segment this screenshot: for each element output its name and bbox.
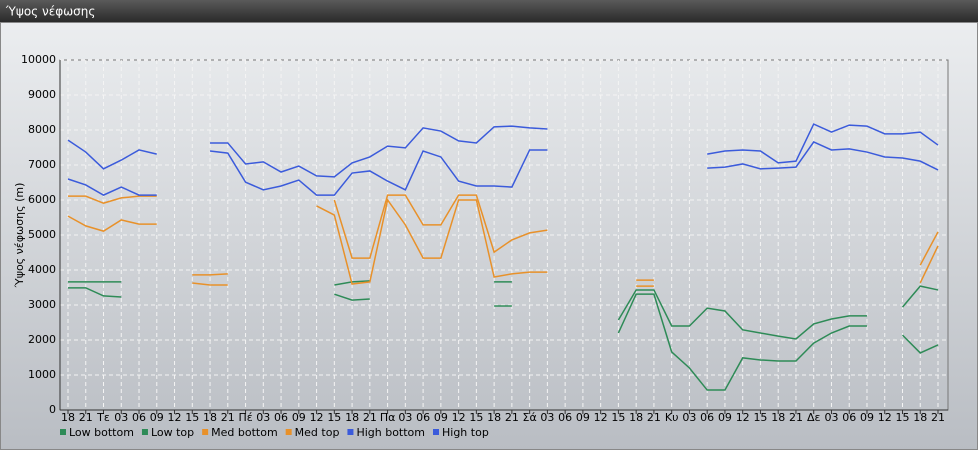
legend-label: Med top bbox=[295, 426, 340, 439]
legend-swatch bbox=[202, 429, 209, 435]
legend-swatch bbox=[347, 429, 354, 435]
y-tick-label: 7000 bbox=[28, 158, 56, 171]
x-tick-label: 09 bbox=[576, 411, 590, 424]
legend-swatch bbox=[285, 429, 292, 435]
series-line bbox=[68, 194, 939, 281]
x-tick-label: 12 bbox=[452, 411, 466, 424]
legend-swatch bbox=[60, 429, 66, 435]
x-tick-label: 21 bbox=[647, 411, 661, 424]
x-tick-label: 15 bbox=[469, 411, 483, 424]
x-tick-label: 06 bbox=[700, 411, 714, 424]
x-tick-label: 18 bbox=[771, 411, 785, 424]
legend-swatch bbox=[433, 429, 439, 435]
x-tick-label: 06 bbox=[842, 411, 856, 424]
x-tick-label: 18 bbox=[629, 411, 643, 424]
x-tick-label: 15 bbox=[753, 411, 767, 424]
x-tick-label: 09 bbox=[434, 411, 448, 424]
x-tick-label: Σά bbox=[523, 411, 537, 424]
x-tick-label: 03 bbox=[824, 411, 838, 424]
x-tick-label: 21 bbox=[79, 411, 93, 424]
x-tick-label: 03 bbox=[682, 411, 696, 424]
x-tick-label: 21 bbox=[221, 411, 235, 424]
x-tick-label: 18 bbox=[913, 411, 927, 424]
x-tick-label: 09 bbox=[718, 411, 732, 424]
x-tick-label: Κυ bbox=[665, 411, 679, 424]
x-tick-label: 18 bbox=[487, 411, 501, 424]
y-tick-label: 6000 bbox=[28, 193, 56, 206]
y-tick-label: 9000 bbox=[28, 88, 56, 101]
y-tick-label: 10000 bbox=[21, 53, 56, 66]
x-tick-label: Πα bbox=[380, 411, 396, 424]
y-tick-label: 2000 bbox=[28, 333, 56, 346]
x-tick-label: 21 bbox=[931, 411, 945, 424]
x-tick-label: 09 bbox=[292, 411, 306, 424]
series-line bbox=[67, 198, 939, 287]
x-tick-label: 18 bbox=[345, 411, 359, 424]
x-tick-label: 09 bbox=[150, 411, 164, 424]
legend-swatch bbox=[141, 429, 148, 435]
x-tick-label: 03 bbox=[540, 411, 554, 424]
legend-label: Low top bbox=[151, 426, 194, 439]
x-tick-label: 09 bbox=[860, 411, 874, 424]
x-tick-label: 15 bbox=[611, 411, 625, 424]
title-bar bbox=[0, 0, 978, 22]
x-tick-label: Τε bbox=[96, 411, 110, 424]
y-tick-label: 1000 bbox=[28, 368, 56, 381]
x-tick-label: 03 bbox=[114, 411, 128, 424]
y-tick-label: 4000 bbox=[28, 263, 56, 276]
x-tick-label: 21 bbox=[505, 411, 519, 424]
series-line bbox=[68, 287, 939, 391]
legend-label: Low bottom bbox=[69, 426, 134, 439]
x-tick-label: 15 bbox=[185, 411, 199, 424]
x-tick-label: 06 bbox=[132, 411, 146, 424]
x-tick-label: 12 bbox=[310, 411, 324, 424]
x-tick-label: 21 bbox=[789, 411, 803, 424]
x-tick-label: 15 bbox=[327, 411, 341, 424]
x-tick-label: 03 bbox=[256, 411, 270, 424]
x-tick-label: Πέ bbox=[238, 411, 252, 424]
x-tick-label: 18 bbox=[203, 411, 217, 424]
x-tick-label: 06 bbox=[274, 411, 288, 424]
x-tick-label: 18 bbox=[61, 411, 75, 424]
x-tick-label: 12 bbox=[594, 411, 608, 424]
window-title: Ύψος νέφωσης bbox=[5, 5, 95, 19]
y-axis-title: Ύψος νέφωσης (m) bbox=[13, 183, 26, 289]
x-tick-label: 03 bbox=[398, 411, 412, 424]
x-tick-label: 12 bbox=[878, 411, 892, 424]
legend-label: Med bottom bbox=[211, 426, 278, 439]
legend-label: High top bbox=[442, 426, 489, 439]
x-tick-label: 15 bbox=[895, 411, 909, 424]
x-tick-label: 06 bbox=[416, 411, 430, 424]
x-tick-label: Δε bbox=[807, 411, 821, 424]
x-tick-label: 06 bbox=[558, 411, 572, 424]
x-tick-label: 12 bbox=[736, 411, 750, 424]
y-tick-label: 8000 bbox=[28, 123, 56, 136]
y-tick-label: 5000 bbox=[28, 228, 56, 241]
y-tick-label: 3000 bbox=[28, 298, 56, 311]
legend-label: High bottom bbox=[356, 426, 425, 439]
y-tick-label: 0 bbox=[49, 403, 56, 416]
x-tick-label: 21 bbox=[363, 411, 377, 424]
series-line bbox=[67, 140, 939, 196]
x-tick-label: 12 bbox=[168, 411, 182, 424]
series-line bbox=[67, 123, 939, 178]
